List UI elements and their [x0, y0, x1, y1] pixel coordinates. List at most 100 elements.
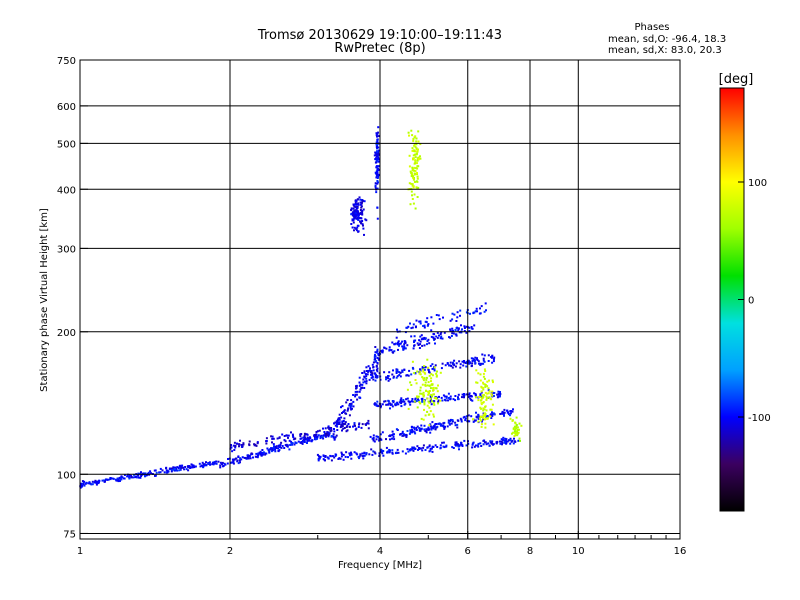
scatter-point [376, 350, 379, 352]
scatter-point [399, 342, 402, 345]
scatter-point [438, 395, 440, 398]
scatter-point [489, 413, 492, 416]
scatter-point [155, 471, 158, 474]
scatter-point [255, 452, 258, 455]
scatter-point [333, 422, 336, 425]
scatter-point [376, 169, 379, 172]
scatter-point [480, 423, 483, 426]
scatter-point [374, 452, 377, 455]
scatter-point [367, 369, 370, 372]
scatter-point [367, 365, 370, 368]
scatter-point [376, 155, 378, 158]
scatter-point [443, 398, 446, 401]
scatter-point [487, 387, 490, 390]
scatter-point [389, 438, 391, 441]
scatter-point [137, 474, 140, 477]
scatter-point [398, 344, 400, 347]
scatter-point [461, 393, 464, 396]
scatter-point [415, 140, 418, 143]
scatter-point [412, 323, 415, 326]
scatter-point [421, 397, 424, 400]
scatter-point [491, 413, 494, 416]
scatter-point [363, 371, 366, 374]
scatter-point [255, 444, 258, 447]
scatter-point [242, 443, 245, 446]
scatter-point [491, 361, 494, 364]
scatter-point [349, 454, 351, 457]
scatter-point [202, 466, 205, 469]
chart-title: Tromsø 20130629 19:10:00–19:11:43 [257, 28, 502, 43]
y-axis-label: Stationary phase Virtual Height [km] [39, 208, 50, 392]
scatter-point [354, 203, 357, 206]
scatter-point [471, 360, 474, 362]
scatter-point [464, 417, 467, 420]
scatter-point [341, 420, 344, 423]
scatter-point [482, 381, 484, 384]
scatter-point [201, 461, 204, 464]
scatter-point [484, 302, 487, 305]
scatter-point [372, 436, 375, 439]
scatter-point [374, 402, 376, 405]
scatter-point [347, 423, 350, 425]
scatter-point [418, 372, 421, 375]
scatter-point [476, 359, 479, 361]
scatter-point [372, 369, 375, 372]
scatter-point [502, 436, 505, 439]
scatter-point [417, 130, 420, 133]
scatter-point [465, 311, 468, 314]
scatter-point [468, 420, 471, 423]
scatter-point [356, 398, 359, 401]
scatter-point [463, 415, 466, 418]
scatter-point [333, 428, 335, 430]
scatter-point [457, 398, 459, 401]
scatter-point [411, 166, 414, 169]
scatter-point [460, 324, 462, 327]
scatter-point [354, 199, 357, 202]
scatter-point [278, 449, 281, 451]
scatter-point [491, 394, 494, 397]
scatter-point [268, 448, 271, 451]
scatter-point [411, 149, 414, 152]
scatter-point [294, 441, 297, 444]
scatter-point [518, 422, 521, 425]
scatter-point [352, 207, 355, 210]
scatter-point [95, 483, 98, 486]
colorbar-tick-label: -100 [748, 413, 771, 424]
scatter-point [520, 424, 523, 427]
scatter-point [414, 153, 416, 156]
scatter-point [345, 401, 348, 404]
scatter-point [119, 476, 122, 479]
y-tick-label: 600 [57, 102, 76, 113]
scatter-point [331, 455, 334, 458]
scatter-point [336, 425, 339, 428]
scatter-point [140, 474, 143, 476]
scatter-point [356, 226, 359, 229]
scatter-point [391, 430, 394, 433]
scatter-point [404, 452, 407, 455]
scatter-point [310, 439, 313, 442]
scatter-point [357, 455, 360, 458]
scatter-point [250, 452, 253, 455]
scatter-point [482, 386, 485, 389]
scatter-point [248, 454, 251, 457]
scatter-point [333, 456, 336, 459]
scatter-point [327, 425, 330, 428]
scatter-point [410, 425, 413, 428]
scatter-point [237, 462, 240, 465]
scatter-point [410, 384, 413, 386]
scatter-point [336, 423, 338, 426]
scatter-point [399, 433, 402, 435]
scatter-point [381, 350, 384, 353]
scatter-point [192, 464, 195, 467]
scatter-point [394, 342, 397, 345]
scatter-point [389, 403, 392, 406]
scatter-point [376, 170, 378, 173]
scatter-point [144, 472, 147, 475]
scatter-point [486, 380, 489, 383]
scatter-point [517, 431, 520, 434]
scatter-point [344, 412, 347, 415]
scatter-point [472, 441, 475, 444]
scatter-point [271, 449, 274, 452]
scatter-point [398, 342, 401, 345]
scatter-point [379, 406, 382, 409]
